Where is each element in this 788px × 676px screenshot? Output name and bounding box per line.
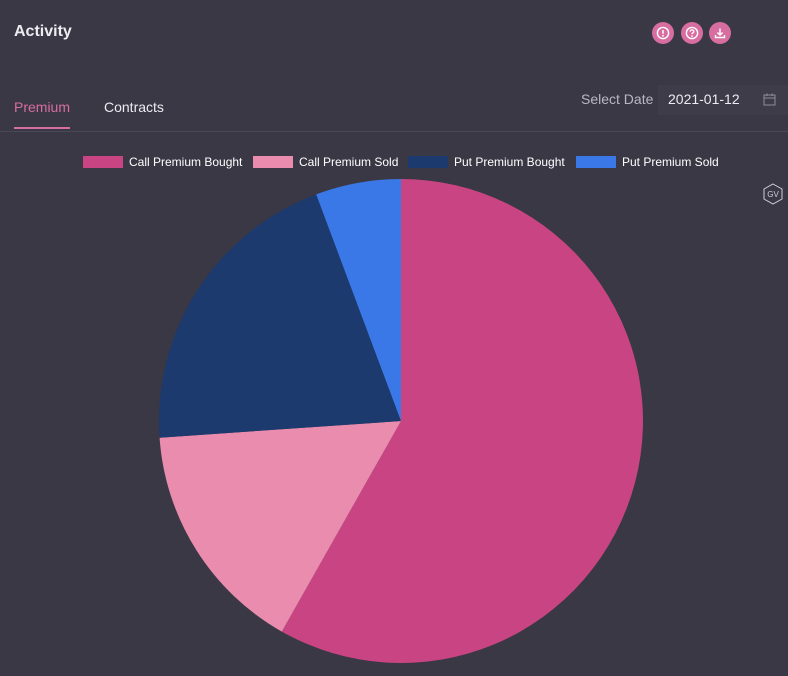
alert-circle-icon: [656, 26, 670, 40]
legend-item-put-premium-bought[interactable]: Put Premium Bought: [408, 155, 565, 169]
help-button[interactable]: [681, 22, 703, 44]
legend-swatch: [253, 156, 293, 168]
legend-item-put-premium-sold[interactable]: Put Premium Sold: [576, 155, 719, 169]
info-button[interactable]: [652, 22, 674, 44]
gv-watermark-icon: GV: [763, 183, 783, 205]
legend-label: Put Premium Bought: [454, 155, 565, 169]
download-icon: [714, 28, 726, 39]
legend-swatch: [408, 156, 448, 168]
pie-slice-put-premium-bought[interactable]: [159, 194, 401, 438]
legend-label: Call Premium Bought: [129, 155, 243, 169]
legend-item-call-premium-sold[interactable]: Call Premium Sold: [253, 155, 398, 169]
date-value: 2021-01-12: [668, 91, 740, 107]
legend-item-call-premium-bought[interactable]: Call Premium Bought: [83, 155, 242, 169]
pie-slice-call-premium-sold[interactable]: [159, 421, 401, 632]
tab-premium[interactable]: Premium: [14, 99, 71, 129]
legend-label: Put Premium Sold: [622, 155, 719, 169]
date-input[interactable]: 2021-01-12: [658, 85, 788, 115]
gv-watermark-text: GV: [767, 190, 779, 199]
legend-swatch: [576, 156, 616, 168]
tab-contracts[interactable]: Contracts: [104, 99, 164, 115]
calendar-icon[interactable]: [763, 93, 776, 106]
pie-slice-call-premium-bought[interactable]: [281, 179, 643, 663]
date-picker-label: Select Date: [581, 91, 654, 107]
tab-bar: Premium Contracts: [0, 96, 788, 132]
download-button[interactable]: [709, 22, 731, 44]
page-title: Activity: [14, 23, 72, 40]
question-circle-icon: [685, 26, 699, 40]
legend-label: Call Premium Sold: [299, 155, 399, 169]
pie-slice-put-premium-sold[interactable]: [316, 179, 401, 421]
legend-swatch: [83, 156, 123, 168]
